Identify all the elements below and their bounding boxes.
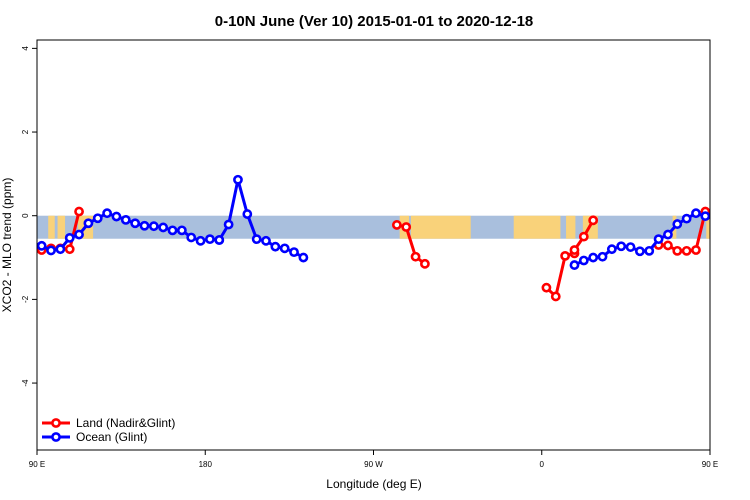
ocean-data-point [223,219,234,230]
ocean-data-point [214,235,225,245]
ocean-data-point [64,232,75,243]
land-data-point [64,244,75,255]
y-tick-label: 2 [21,129,30,134]
ocean-data-point [653,234,664,245]
ocean-data-point [625,242,636,252]
ocean-data-point [569,260,580,270]
land-region [513,215,561,239]
ocean-data-point [672,219,683,229]
land-data-point [578,231,589,242]
land-data-point [560,250,571,261]
y-axis-label: XCO2 - MLO trend (ppm) [0,178,14,313]
legend: Land (Nadir&Glint)Ocean (Glint) [42,416,175,444]
ocean-data-point [588,252,599,263]
legend-item-land: Land (Nadir&Glint) [42,416,175,430]
y-axis: -4 -2 0 2 4 [21,46,37,387]
ocean-data-point [158,222,169,233]
land-region [706,215,710,239]
land-data-point [569,245,580,255]
land-data-point [663,240,673,251]
ocean-data-point [616,241,627,252]
ocean-data-point [148,221,159,232]
ocean-data-point [606,244,617,255]
ocean-data-point [709,217,710,221]
ocean-data-point [167,225,178,236]
legend-label: Land (Nadir&Glint) [76,416,175,430]
ocean-data-point [92,213,103,224]
x-tick-label: 0 [540,460,545,469]
ocean-data-point [298,252,309,263]
land-data-point [672,245,683,256]
x-tick-label: 90 W [364,460,383,469]
ocean-data-point [242,209,253,219]
series-layer [37,174,710,302]
ocean-data-point [289,247,299,258]
x-tick-label: 90 E [702,460,718,469]
land-region [48,215,55,239]
land-region [410,215,471,239]
ocean-data-point [251,234,262,245]
ocean-data-point [139,220,150,231]
chart-title: 0-10N June (Ver 10) 2015-01-01 to 2020-1… [215,13,534,30]
ocean-data-point [700,211,710,222]
legend-item-ocean: Ocean (Glint) [42,430,147,444]
land-data-point [691,245,701,255]
ocean-data-point [37,240,47,251]
x-axis-label: Longitude (deg E) [326,477,421,491]
land-region [57,215,66,239]
land-region [731,216,746,239]
ocean-data-point [597,251,608,262]
ocean-data-point [233,174,243,185]
ocean-data-point [681,213,692,224]
land-ocean-band [37,215,746,239]
land-data-point [410,251,421,262]
ocean-data-point [195,235,206,246]
y-tick-label: -4 [21,379,30,387]
ocean-data-point [120,214,131,225]
land-region [566,215,576,239]
y-tick-label: 4 [21,46,30,51]
legend-marker [51,432,61,442]
ocean-data-point [634,246,645,257]
ocean-data-point [691,208,701,219]
ocean-data-point [83,218,94,229]
land-data-point [541,282,552,293]
plot-frame [36,39,711,451]
legend-marker [51,418,61,428]
ocean-data-point [130,218,141,229]
ocean-data-point [55,244,66,255]
land-data-point [588,215,599,226]
ocean-data-point [663,229,673,240]
land-data-point [401,222,412,232]
ocean-data-point [270,241,281,252]
legend-label: Ocean (Glint) [76,430,147,444]
land-data-point [681,245,692,256]
land-data-point [420,258,430,269]
x-axis: 90 E 180 90 W 0 90 E [29,450,718,469]
ocean-data-point [102,208,113,219]
y-tick-label: 0 [21,213,30,218]
x-tick-label: 90 E [29,460,45,469]
ocean-data-point [176,225,187,236]
land-data-point [391,220,402,230]
ocean-data-point [186,232,197,243]
ocean-data-point [578,255,589,266]
x-tick-label: 180 [199,460,213,469]
ocean-data-point [261,235,271,246]
ocean-data-point [205,234,215,245]
ocean-data-point [111,211,122,222]
land-region [717,216,720,239]
ocean-data-point [644,245,655,256]
ocean-data-point [279,243,290,254]
y-tick-label: -2 [21,295,30,303]
ocean-data-point [46,245,56,256]
ocean-data-point [74,229,84,240]
land-data-point [74,206,84,217]
land-data-point [550,291,561,302]
